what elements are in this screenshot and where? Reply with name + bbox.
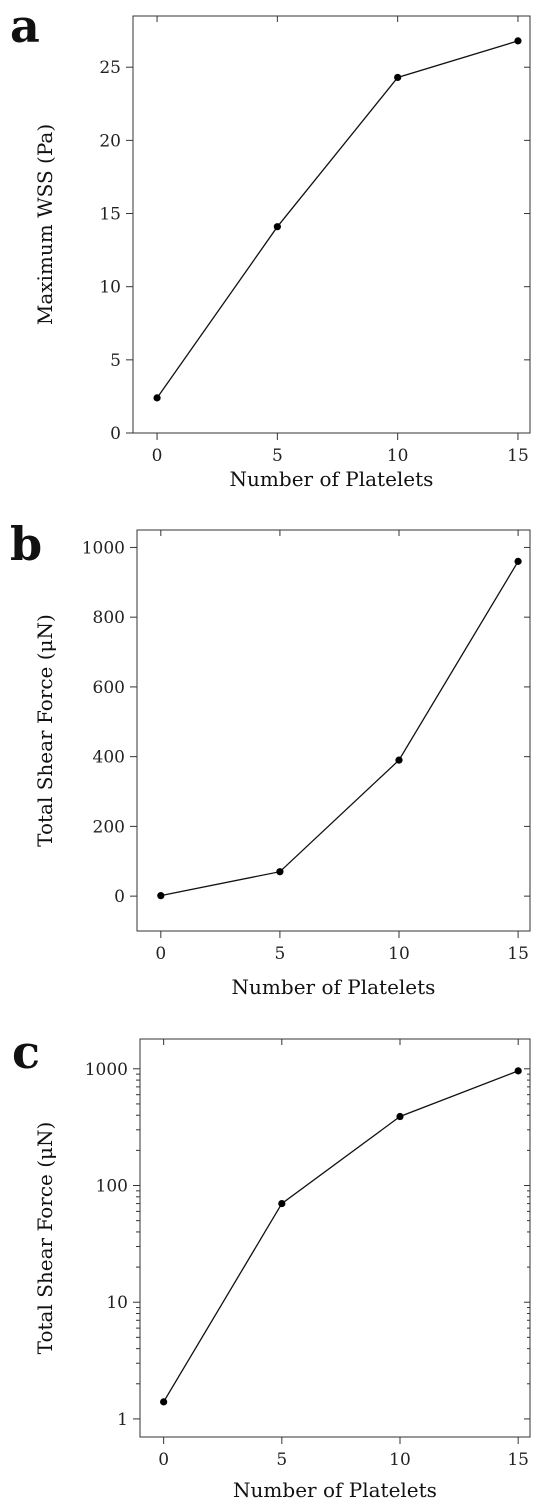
y-tick-label: 800	[93, 608, 125, 628]
chart-panel-c: c 0 5 10 15 1 10 100 1000 Number of Platelets Tota…	[12, 1025, 531, 1502]
y-tick-label: 200	[93, 817, 125, 837]
x-tick-label: 5	[276, 1450, 287, 1470]
y-tick-label: 0	[114, 887, 125, 907]
data-point	[396, 1112, 404, 1121]
y-tick-label: 10	[106, 1293, 128, 1313]
x-tick-label: 0	[155, 944, 166, 964]
data-point	[276, 868, 284, 876]
x-axis-title: Number of Platelets	[233, 1478, 437, 1502]
y-tick-label: 1000	[85, 1060, 128, 1080]
x-axis-title: Number of Platelets	[230, 467, 434, 491]
x-tick-label: 15	[507, 944, 529, 964]
chart-panel-b: b 0 5 10 15 0 200 400 600 800 1000 Number of Platel…	[10, 517, 531, 999]
y-tick-label: 400	[93, 748, 125, 768]
data-point	[514, 1067, 522, 1075]
panel-letter: c	[12, 1025, 40, 1079]
y-tick-label: 5	[110, 351, 121, 371]
plot-frame	[136, 529, 531, 932]
data-point	[514, 557, 522, 565]
y-tick-label: 0	[110, 424, 121, 444]
series-line	[156, 40, 519, 399]
x-tick-label: 5	[272, 446, 283, 466]
series-line	[160, 561, 519, 897]
panel-letter: b	[10, 517, 42, 571]
x-tick-label: 15	[507, 446, 529, 466]
x-tick-label: 0	[158, 1450, 169, 1470]
panel-letter: a	[10, 0, 40, 53]
y-tick-label: 20	[99, 131, 121, 151]
y-tick-label: 1	[117, 1410, 128, 1430]
data-point	[160, 1398, 168, 1406]
plot-frame	[132, 15, 531, 434]
y-tick-label: 10	[99, 278, 121, 298]
data-point	[153, 394, 161, 402]
data-point	[514, 37, 522, 45]
chart-panel-a: a 0 5 10 15 0 5 10 15 20 25 Number of Platelets Maxi…	[10, 0, 531, 491]
y-tick-label: 15	[99, 205, 121, 225]
y-tick-label: 100	[96, 1177, 128, 1197]
y-axis-title: Total Shear Force (μN)	[33, 614, 57, 847]
data-point	[273, 223, 281, 231]
y-tick-label: 600	[93, 678, 125, 698]
x-tick-label: 10	[387, 446, 409, 466]
y-axis-title: Maximum WSS (Pa)	[33, 124, 57, 325]
x-tick-label: 10	[389, 1450, 411, 1470]
series-line	[163, 1070, 519, 1403]
plot-frame	[139, 1038, 531, 1438]
data-point	[278, 1199, 286, 1208]
x-tick-label: 0	[152, 446, 163, 466]
x-tick-label: 10	[388, 944, 410, 964]
y-tick-label: 1000	[82, 538, 125, 558]
data-point	[157, 892, 165, 900]
data-point	[394, 73, 402, 82]
data-point	[395, 756, 403, 764]
x-tick-label: 5	[274, 944, 285, 964]
y-tick-label: 25	[99, 58, 121, 78]
x-axis-title: Number of Platelets	[232, 975, 436, 999]
x-tick-label: 15	[507, 1450, 529, 1470]
y-axis-title: Total Shear Force (μN)	[33, 1122, 57, 1355]
